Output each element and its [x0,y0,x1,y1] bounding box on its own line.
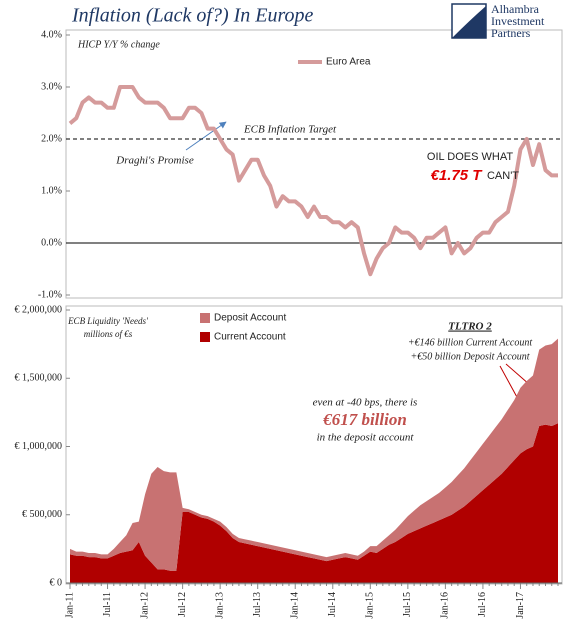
line [68,85,558,277]
y-tick-label: € 0 [50,577,63,588]
annotation: even at -40 bps, there is [313,397,418,409]
annotation: OIL DOES WHAT [427,151,513,163]
x-tick-label: Jul-15 [402,592,413,617]
x-tick-label: Jul-11 [102,592,113,617]
annotation: millions of €s [84,329,133,339]
x-tick-label: Jan-17 [515,592,526,619]
annotation: Draghi's Promise [115,155,194,167]
annotation: +€146 billion Current Account [408,337,532,348]
x-tick-label: Jan-11 [64,592,75,618]
area [70,338,558,571]
x-tick-label: Jul-13 [252,592,263,617]
y-tick-label: 1.0% [41,185,62,196]
x-tick-label: Jul-14 [327,592,338,617]
logo-text: Partners [491,26,531,40]
y-tick-label: 4.0% [41,29,62,40]
legend-label: Current Account [214,332,286,343]
x-tick-label: Jan-12 [139,592,150,619]
x-tick-label: Jan-16 [440,592,451,619]
y-tick-label: 2.0% [41,133,62,144]
logo: Alhambra Investment Partners [451,2,545,40]
y-tick-label: € 1,500,000 [15,373,63,384]
x-tick-label: Jan-14 [290,592,301,619]
legend-swatch [200,313,210,323]
annotation: +€50 billion Deposit Account [410,351,529,362]
logo-shape [452,6,486,38]
reference-label: ECB Inflation Target [243,124,337,136]
legend-label: Deposit Account [214,313,286,324]
logo-text: Alhambra [491,2,540,16]
annotation: €617 billion [322,410,407,429]
area [70,423,558,583]
x-tick-label: Jan-13 [214,592,225,619]
logo-text: Investment [491,14,545,28]
y-tick-label: € 1,000,000 [15,441,63,452]
y-tick-label: 3.0% [41,81,62,92]
annotation: ECB Liquidity 'Needs' [67,316,149,326]
y-tick-label: € 2,000,000 [15,304,63,315]
arrow [185,121,227,151]
y-tick-label: 0.0% [41,237,62,248]
y-tick-label: -1.0% [38,289,62,300]
subtitle: HICP Y/Y % change [77,39,160,50]
top-frame [65,29,563,299]
y-tick-label: € 500,000 [22,509,62,520]
annotation: in the deposit account [317,432,415,444]
annotation: €1.75 T [431,167,484,184]
x-tick-label: Jul-16 [477,592,488,617]
legend-swatch [200,332,210,342]
x-tick-label: Jul-12 [177,592,188,617]
chart-title: Inflation (Lack of?) In Europe [71,5,314,27]
x-tick-label: Jan-15 [365,592,376,619]
legend-label: Euro Area [326,57,371,68]
annotation: CAN'T [487,170,519,182]
annotation: TLTRO 2 [448,321,492,333]
